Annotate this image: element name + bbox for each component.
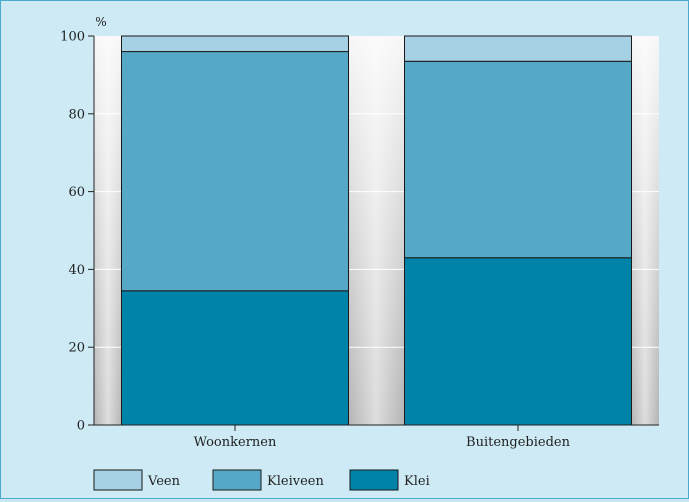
plot-shading-band-0 [94,36,122,425]
legend-label-klei: Klei [404,474,430,489]
plot-shading-band-1 [348,36,404,425]
legend-label-veen: Veen [147,474,181,489]
y-tick-label-0: 0 [77,419,85,434]
x-tick-label-woonkernen: Woonkernen [194,435,277,450]
bar-veen-buitengebieden [404,35,632,62]
bar-veen-woonkernen [121,35,349,53]
legend-swatch-klei [349,469,399,491]
y-tick-label-100: 100 [60,30,85,45]
y-tick-label-40: 40 [68,263,85,278]
y-axis-label: % [95,15,106,29]
bar-klei-buitengebieden [404,257,632,426]
legend-label-kleiveen: Kleiveen [267,474,324,489]
y-tick-label-80: 80 [68,107,85,122]
y-tick-label-60: 60 [68,185,85,200]
bar-kleiveen-buitengebieden [404,60,632,259]
bar-kleiveen-woonkernen [121,51,349,292]
legend-swatch-veen [93,469,143,491]
plot-shading-band-2 [631,36,659,425]
x-tick-label-buitengebieden: Buitengebieden [466,435,571,450]
bar-klei-woonkernen [121,290,349,426]
y-tick-label-20: 20 [68,341,85,356]
legend-swatch-kleiveen [212,469,262,491]
